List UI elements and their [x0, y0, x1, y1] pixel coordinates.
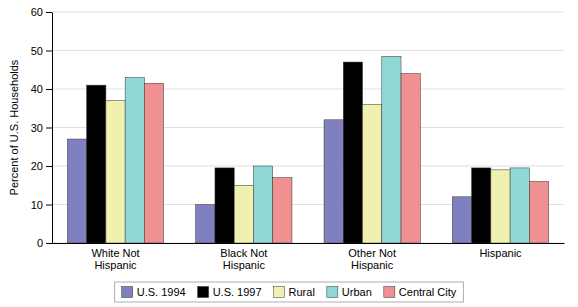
tick-mark	[46, 12, 52, 13]
tick-mark	[46, 166, 52, 167]
bar-series	[87, 62, 491, 243]
bar	[343, 62, 362, 243]
legend: U.S. 1994 U.S. 1997 Rural Urban Central City	[115, 282, 464, 302]
bar	[234, 185, 253, 243]
tick: White NotHispanic	[91, 247, 139, 271]
bar-series	[144, 74, 548, 243]
tick: 30	[31, 122, 52, 134]
tick-label: 20	[31, 160, 43, 172]
legend-swatch	[274, 287, 285, 298]
tick: 40	[31, 83, 52, 95]
bar	[253, 166, 272, 243]
legend-entry: U.S. 1997	[198, 286, 262, 298]
y-axis: 0 10 20 30 40 50 60	[31, 6, 53, 249]
legend-entry: Central City	[384, 286, 457, 298]
tick: 50	[31, 45, 52, 57]
tick-label: 50	[31, 45, 43, 57]
bar	[215, 168, 234, 243]
bar	[401, 74, 420, 243]
bar	[67, 139, 86, 243]
bar	[529, 181, 548, 243]
tick-mark	[46, 243, 52, 244]
legend-entry: Urban	[327, 286, 372, 298]
bar	[363, 104, 382, 243]
tick-label: Hispanic	[479, 247, 522, 259]
bar	[106, 101, 125, 243]
legend-swatch	[198, 287, 209, 298]
bar-series	[106, 101, 510, 243]
legend-entry: Rural	[274, 286, 315, 298]
legend-label: Urban	[342, 286, 372, 298]
bar	[491, 170, 510, 243]
y-axis-title: Percent of U.S. Households	[8, 59, 20, 195]
chart: 0 10 20 30 40 50 60 White NotHispanic Black NotH…	[0, 0, 578, 307]
tick: 20	[31, 160, 52, 172]
bars	[67, 56, 548, 243]
legend-label: U.S. 1997	[213, 286, 262, 298]
bar	[273, 178, 292, 243]
bar	[87, 85, 106, 243]
tick-mark	[46, 128, 52, 129]
legend-label: U.S. 1994	[137, 286, 186, 298]
grid	[52, 12, 564, 243]
grid-line	[52, 50, 564, 51]
tick-label: 60	[31, 6, 43, 18]
tick-label: 30	[31, 122, 43, 134]
x-axis: White NotHispanic Black NotHispanic Other …	[53, 244, 565, 271]
tick-mark	[46, 51, 52, 52]
legend-swatch	[327, 287, 338, 298]
bar	[472, 168, 491, 243]
legend-frame	[115, 282, 464, 302]
grid-line	[52, 12, 564, 13]
tick-mark	[46, 89, 52, 90]
tick: Black NotHispanic	[220, 247, 267, 271]
bar	[452, 197, 471, 243]
tick-label: Other NotHispanic	[348, 247, 396, 271]
bar-series	[125, 56, 529, 243]
axis-line	[52, 13, 53, 244]
axis-line	[53, 243, 565, 244]
tick: 60	[31, 6, 52, 18]
bar	[125, 77, 144, 243]
tick: Other NotHispanic	[348, 247, 396, 271]
tick: 0	[37, 237, 52, 249]
bar	[510, 168, 529, 243]
legend-label: Central City	[399, 286, 457, 298]
legend-label: Rural	[289, 286, 315, 298]
legend-swatch	[122, 287, 133, 298]
tick-label: 40	[31, 83, 43, 95]
legend-swatch	[384, 287, 395, 298]
tick-mark	[46, 205, 52, 206]
tick-label: Black NotHispanic	[220, 247, 267, 271]
bar	[196, 205, 215, 244]
tick: Hispanic	[479, 247, 522, 259]
tick-label: White NotHispanic	[91, 247, 139, 271]
bar	[144, 83, 163, 243]
tick-label: 0	[37, 237, 43, 249]
legend-entry: U.S. 1994	[122, 286, 186, 298]
tick-label: 10	[31, 199, 43, 211]
tick: 10	[31, 199, 52, 211]
bar	[324, 120, 343, 243]
bar	[382, 56, 401, 243]
